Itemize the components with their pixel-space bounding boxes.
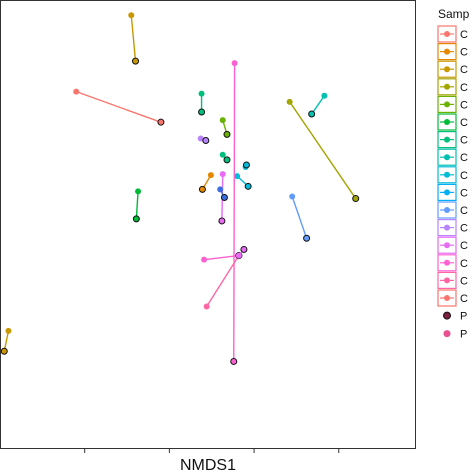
legend-label: C [460, 29, 468, 41]
point-filled [219, 151, 226, 158]
legend-label: C [460, 187, 468, 199]
legend-key-point [444, 171, 450, 178]
legend-key-point [444, 48, 450, 55]
point-filled [201, 256, 208, 263]
panel-border [0, 0, 416, 449]
legend-label: C [460, 47, 468, 59]
legend-key-point [444, 31, 450, 37]
point-outlined [240, 245, 248, 253]
point-filled [235, 252, 242, 259]
legend-key-point [444, 259, 450, 266]
legend-key-point [444, 119, 450, 125]
point-outlined [230, 357, 238, 365]
point-filled [289, 193, 296, 200]
point-outlined [352, 195, 360, 203]
legend-shape-label: P [460, 311, 467, 323]
point-filled [219, 117, 226, 124]
legend-label: C [460, 240, 468, 252]
point-outlined [132, 57, 140, 65]
legend-label: C [460, 99, 468, 111]
legend-key-point [444, 295, 450, 301]
legend-label: C [460, 170, 468, 182]
point-outlined [242, 161, 250, 169]
segment-line [206, 255, 240, 307]
point-filled [203, 303, 210, 310]
point-outlined [202, 137, 210, 145]
point-filled [135, 188, 142, 195]
legend-key-point [444, 136, 450, 143]
legend-key-point [444, 101, 450, 108]
point-outlined [157, 118, 165, 126]
legend-label: C [460, 205, 468, 217]
point-outlined [303, 234, 311, 242]
legend-label: C [460, 82, 468, 94]
legend-key-point [444, 224, 450, 231]
legend-label: C [460, 258, 468, 270]
legend-title: Samp [438, 7, 470, 21]
point-outlined [244, 182, 252, 190]
point-filled [219, 171, 226, 178]
segment-line [135, 191, 139, 219]
data-segments [0, 12, 360, 365]
point-filled [321, 92, 328, 99]
point-outlined [198, 185, 206, 193]
segment-line [233, 63, 236, 362]
segment-line [130, 15, 137, 62]
segment-line [204, 254, 239, 261]
legend-key-point [444, 242, 450, 249]
legend-key-point [444, 277, 450, 284]
point-outlined [308, 110, 316, 118]
legend-key-point [444, 189, 450, 196]
segment-line [75, 90, 162, 123]
legend-shape-label: P [460, 329, 467, 341]
segment-line [311, 95, 325, 115]
point-outlined [223, 130, 231, 138]
point-filled [73, 88, 80, 95]
legend-key-point [444, 207, 450, 213]
legend-shape-filled [443, 330, 451, 338]
legend-key-point [444, 83, 450, 90]
x-axis-label: NMDS1 [180, 457, 236, 474]
point-filled [128, 12, 135, 19]
point-outlined [220, 194, 228, 202]
legend-label: C [460, 117, 468, 129]
legend-label: C [460, 293, 468, 305]
point-outlined [132, 215, 140, 223]
legend-label: C [460, 135, 468, 147]
point-filled [217, 186, 224, 193]
point-filled [198, 90, 205, 97]
x-axis-ticks [84, 448, 340, 453]
legend-label: C [460, 223, 468, 235]
point-filled [231, 60, 238, 67]
legend-label: C [460, 275, 468, 287]
segment-line [291, 196, 308, 239]
point-outlined [223, 156, 231, 164]
point-outlined [0, 347, 8, 355]
point-filled [234, 173, 241, 180]
legend-label: C [460, 64, 468, 76]
point-filled [5, 327, 12, 334]
legend-label: C [460, 152, 468, 164]
segment-line [289, 101, 357, 199]
legend-shape-outlined [443, 311, 451, 320]
point-outlined [198, 108, 206, 116]
point-filled [286, 98, 293, 105]
point-filled [197, 135, 204, 142]
point-outlined [218, 217, 226, 225]
point-filled [207, 172, 214, 179]
legend-key-point [444, 66, 450, 73]
legend-key-point [444, 154, 450, 161]
